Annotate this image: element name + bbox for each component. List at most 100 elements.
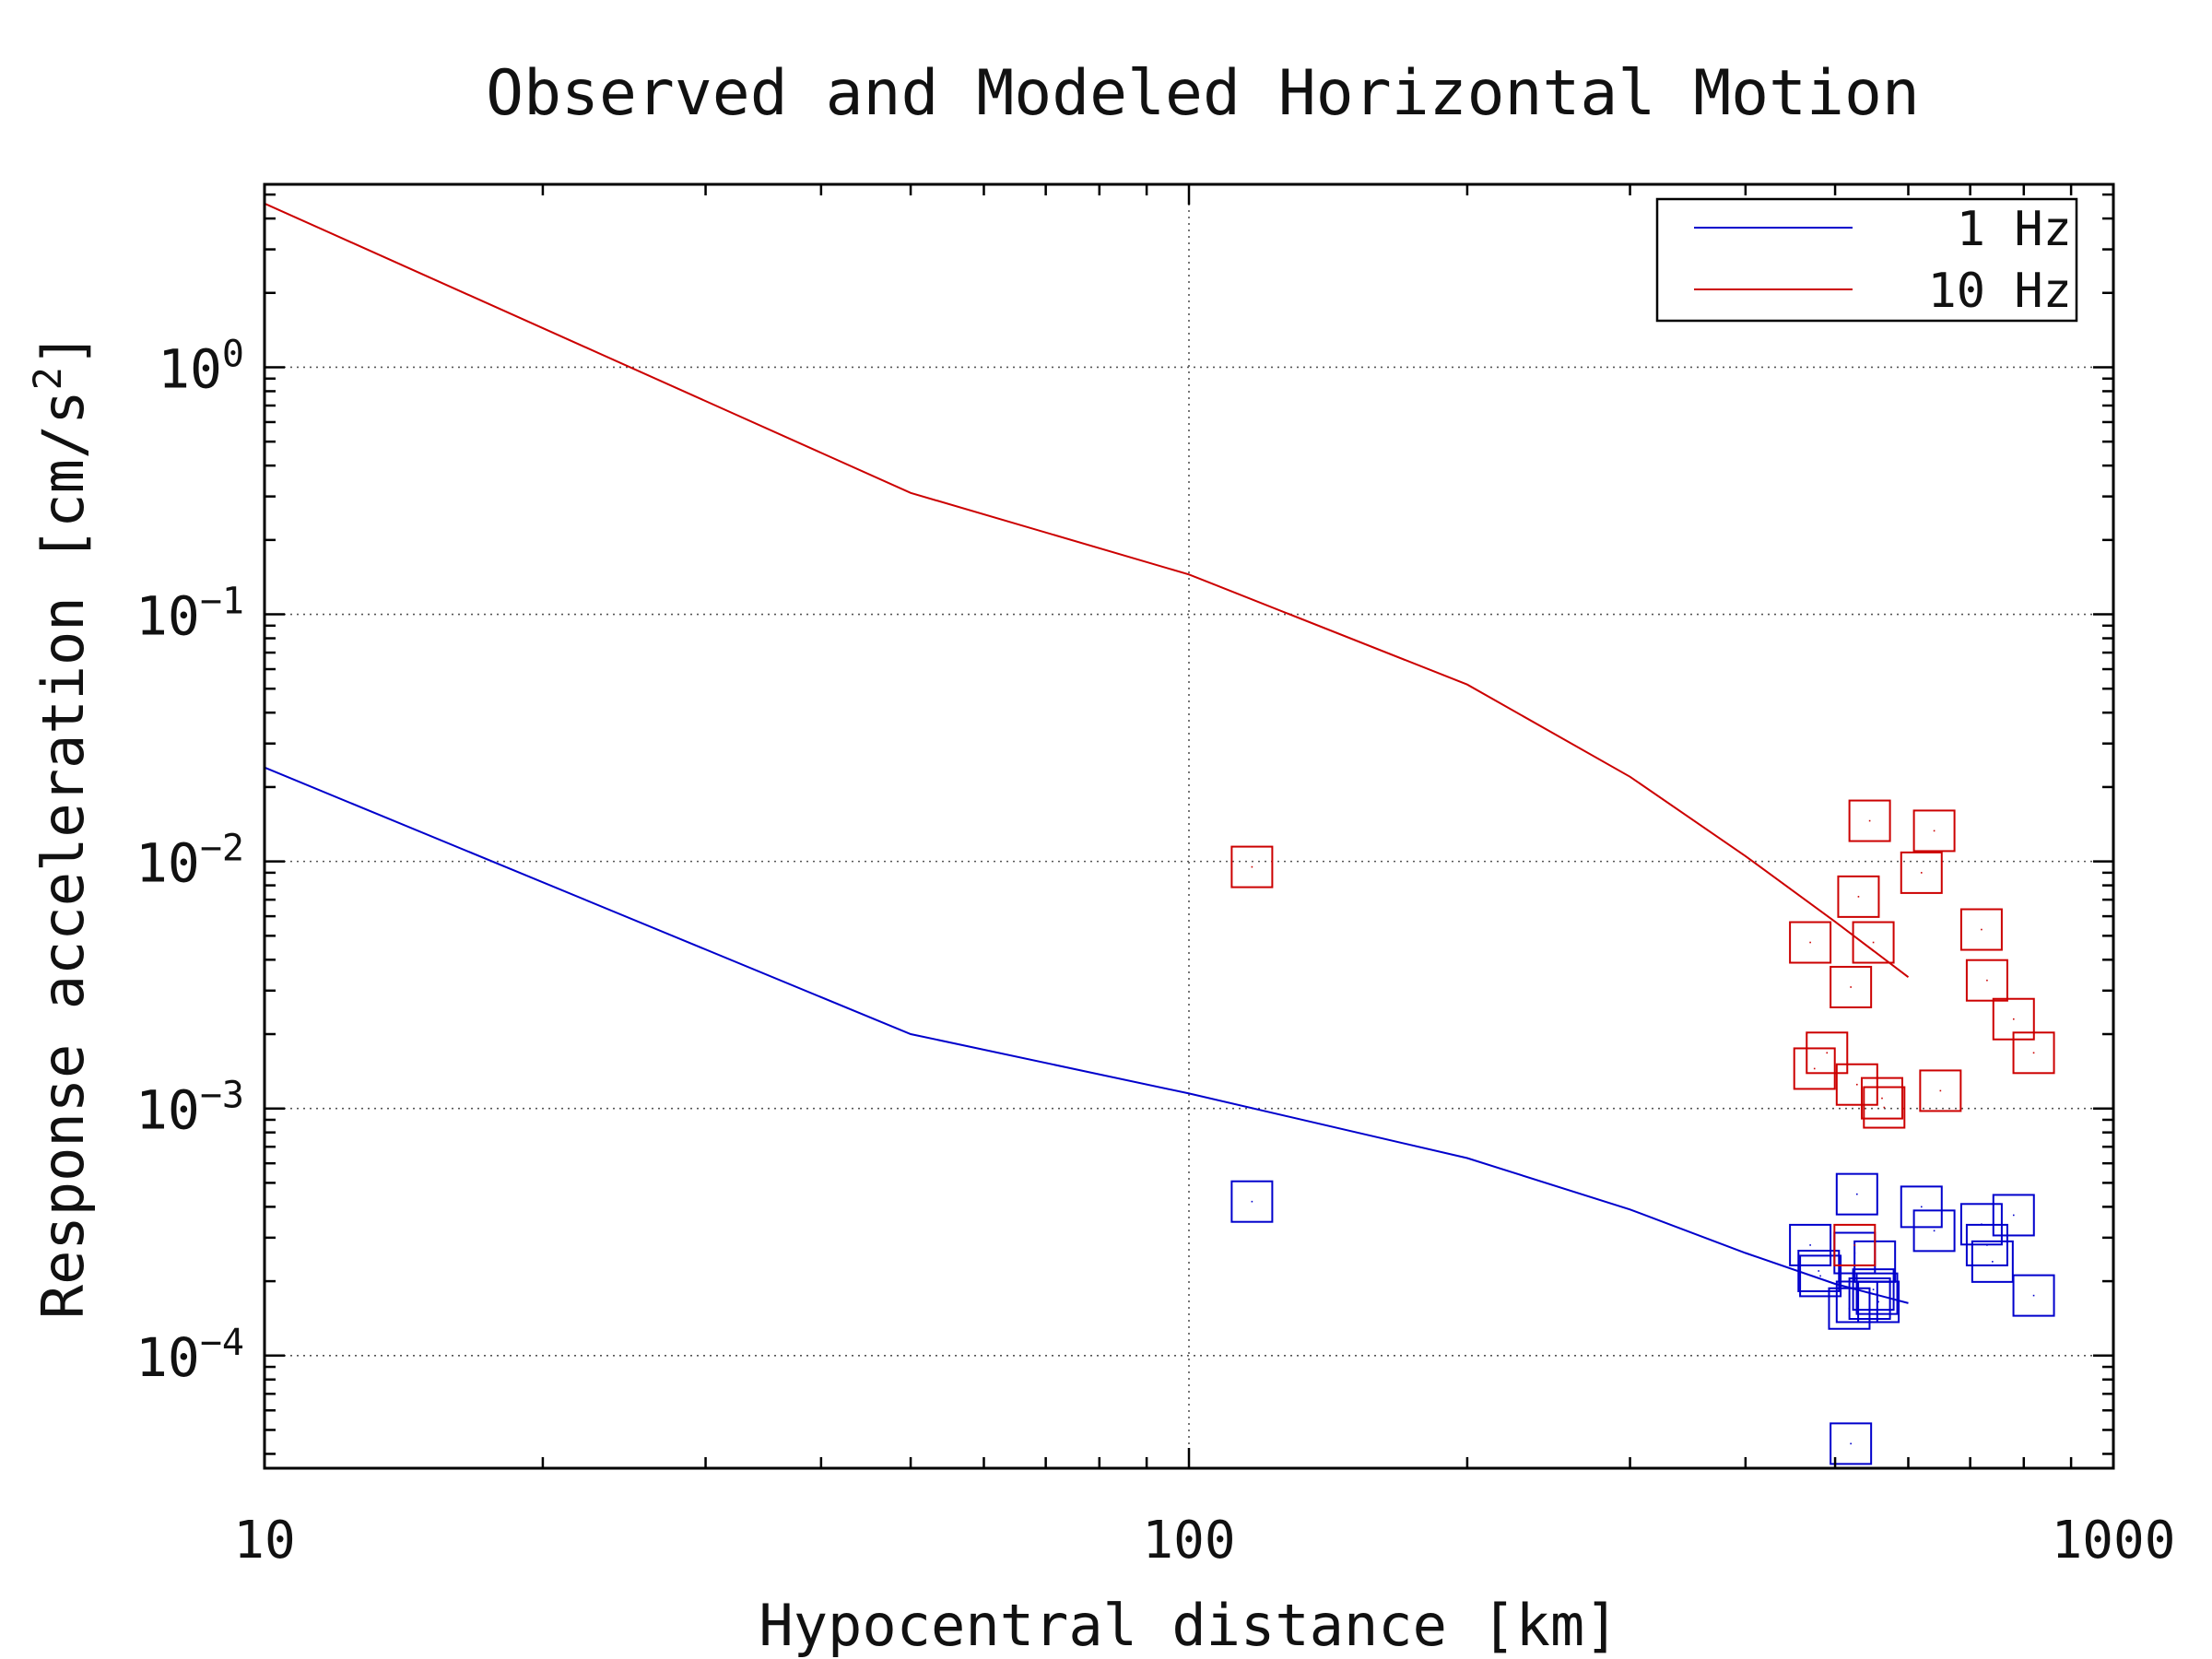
observed-point-center [1850,1442,1852,1445]
y-tick-label: 10−2 [135,828,244,895]
observed-point-center [1826,1052,1829,1054]
x-tick-label: 10 [233,1511,295,1571]
observed-point-center [1920,872,1923,874]
observed-point-center [1872,1288,1875,1290]
observed-point-10hz [1806,1031,1849,1075]
observed-point-center [1809,1244,1811,1246]
observed-point-center [2032,1294,2035,1297]
y-tick-label: 10−1 [135,581,244,648]
observed-point-center [1872,941,1875,944]
observed-point-center [1981,928,1983,931]
series-10hz [264,202,2055,1266]
observed-point-10hz [1863,1086,1906,1129]
observed-point-center [1251,865,1253,868]
observed-point-center [1939,1089,1942,1092]
legend-label-10hz: 10 Hz [1927,264,2072,319]
observed-point-1hz [1797,1249,1841,1292]
observed-point-1hz [1852,1268,1895,1312]
observed-point-10hz [1912,809,1956,853]
observed-point-center [1986,1244,1988,1246]
observed-point-center [1920,1206,1923,1208]
observed-point-center [1813,1067,1816,1070]
y-axis-label: Response acceleration [cm/s2] [25,333,98,1319]
x-axis-label: Hypocentral distance [km] [759,1592,1618,1659]
observed-point-10hz [1230,845,1274,888]
y-axis-label-tail: ] [29,333,97,367]
observed-point-center [1818,1270,1820,1272]
observed-point-center [1857,896,1860,898]
observed-point-center [1881,1097,1883,1100]
observed-point-center [1850,986,1852,988]
observed-point-1hz [1828,1287,1871,1330]
model-line-10hz [264,202,1910,978]
observed-point-10hz [1852,921,1895,964]
series-1hz [264,766,2055,1465]
y-tick-label-base: 10 [135,1326,200,1389]
observed-point-10hz [1848,799,1891,842]
y-tick-label-base: 10 [135,832,200,895]
observed-point-center [1933,830,1936,832]
observed-point-1hz [2012,1274,2055,1317]
observed-point-10hz [1959,908,2003,951]
observed-point-10hz [1860,1077,1903,1120]
y-tick-label-base: 10 [135,1079,200,1142]
observed-point-center [2012,1018,2015,1020]
x-tick-label: 1000 [2052,1511,2176,1571]
y-tick-label-base: 10 [135,585,200,648]
observed-point-center [1868,819,1871,822]
model-line-1hz [264,766,1909,1304]
observed-point-center [1856,1193,1858,1195]
y-tick-label-exponent: −3 [200,1075,244,1117]
observed-point-1hz [1992,1194,2035,1237]
observed-point-center [1933,1230,1936,1232]
observed-point-10hz [1830,965,1873,1008]
observed-point-10hz [1835,1063,1878,1106]
y-axis-label-main: Response acceleration [cm/s [29,390,97,1319]
observed-point-1hz [1971,1240,2014,1283]
observed-point-center [1883,1106,1886,1109]
y-tick-label-exponent: −1 [200,581,244,623]
y-tick-label: 10−4 [135,1322,244,1389]
observed-point-1hz [1965,1223,2008,1266]
observed-point-center [1992,1261,1994,1263]
y-tick-label-exponent: 0 [222,333,244,375]
y-tick-label-base: 10 [158,337,222,400]
observed-point-1hz [1855,1272,1899,1315]
y-tick-label-exponent: −2 [200,828,244,870]
observed-point-center [1819,1275,1821,1277]
legend-label-1hz: 1 Hz [1957,202,2072,257]
observed-point-1hz [1830,1422,1873,1465]
observed-point-center [1251,1200,1253,1203]
observed-point-10hz [1789,921,1832,964]
y-tick-label: 100 [158,333,244,400]
axis-ticks [263,184,2113,1468]
observed-point-center [1986,979,1988,982]
observed-point-10hz [1900,851,1943,894]
observed-point-1hz [1230,1180,1274,1223]
observed-point-center [1848,1307,1851,1310]
observed-point-center [1853,1244,1856,1246]
observed-point-1hz [1835,1172,1878,1216]
observed-point-center [2012,1214,2015,1217]
observed-point-10hz [1837,875,1880,918]
observed-point-center [1809,941,1811,944]
observed-point-10hz [1793,1047,1836,1090]
observed-point-10hz [1919,1069,1962,1112]
x-tick-label: 100 [1142,1511,1235,1571]
series-layer [264,202,2055,1465]
legend: 1 Hz 10 Hz [1655,197,2078,323]
legend-box [1655,197,2078,323]
y-axis-label-superscript: 2 [25,367,70,390]
y-tick-label-exponent: −4 [200,1322,244,1364]
chart-title: Observed and Modeled Horizontal Motion [486,57,1920,130]
observed-point-10hz [1965,959,2008,1002]
observed-point-center [1876,1292,1878,1295]
observed-point-center [2032,1052,2035,1054]
grid-lines [265,184,2113,1468]
observed-point-10hz [1833,1223,1877,1266]
observed-point-center [1877,1300,1879,1303]
observed-point-1hz [1789,1223,1832,1266]
